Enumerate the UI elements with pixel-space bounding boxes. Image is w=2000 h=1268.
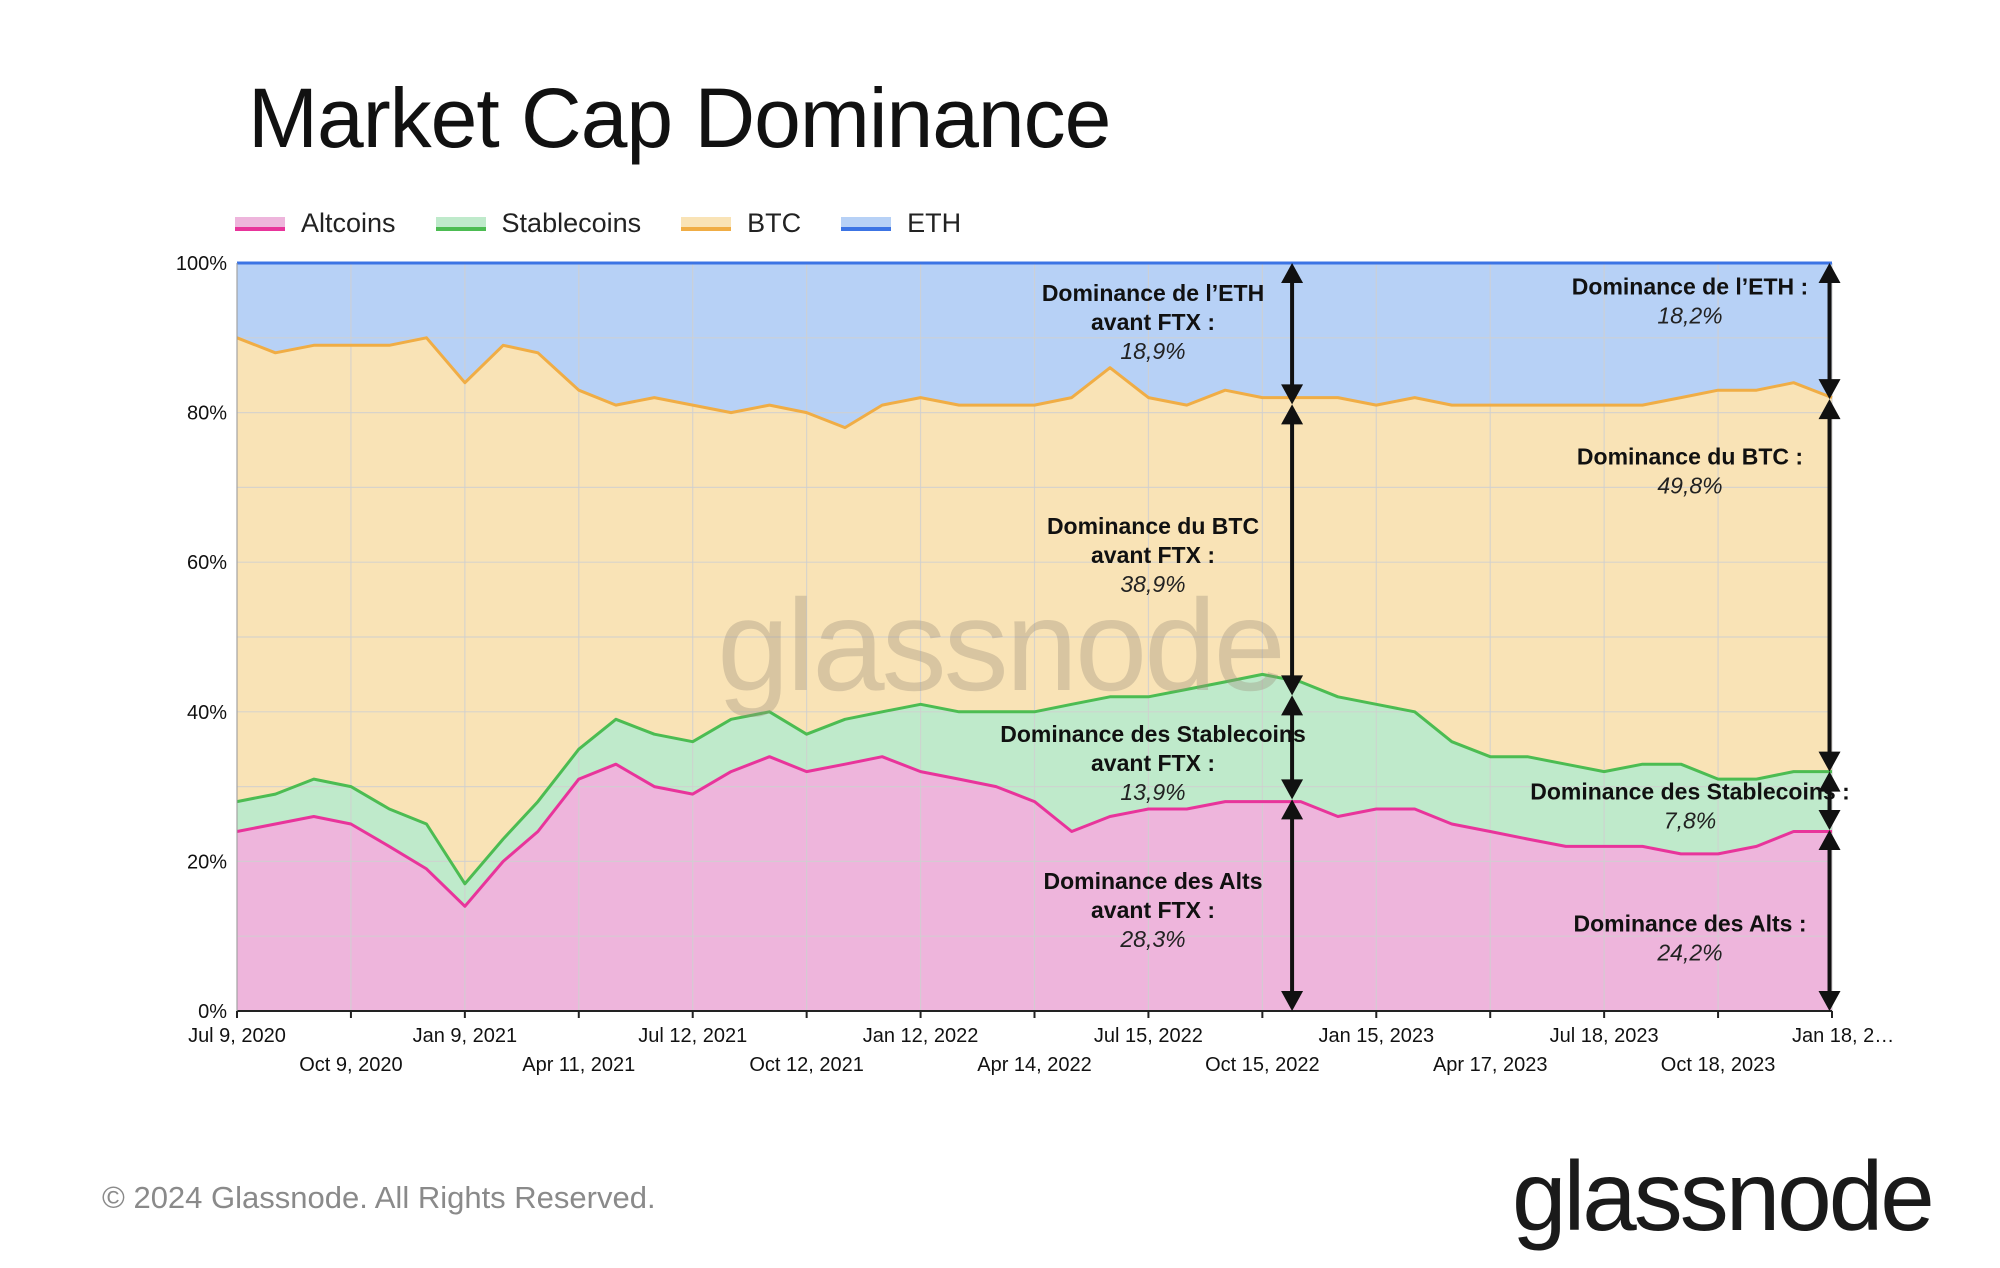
x-tick-label: Apr 17, 2023 <box>1433 1054 1548 1076</box>
annotation-label: Dominance de l’ETH <box>1042 280 1264 306</box>
y-tick-label: 0% <box>198 1001 227 1023</box>
x-tick-label: Jul 15, 2022 <box>1094 1025 1203 1047</box>
y-tick-label: 80% <box>187 403 227 425</box>
altcoins-line <box>236 755 1832 908</box>
x-tick-label: Jan 18, 2… <box>1792 1025 1894 1047</box>
x-tick-label: Oct 18, 2023 <box>1661 1054 1776 1076</box>
y-tick-label: 100% <box>176 253 227 275</box>
annotation-value: 38,9% <box>1120 571 1185 597</box>
legend-item-stablecoins[interactable]: Stablecoins <box>435 208 642 239</box>
arrow-head-down <box>1281 675 1304 696</box>
legend-label-btc: BTC <box>747 208 802 238</box>
annotation-value: 7,8% <box>1664 808 1716 834</box>
arrow-head-down <box>1818 809 1841 830</box>
arrow-head-up <box>1818 263 1841 283</box>
x-tick-label: Jan 9, 2021 <box>413 1025 518 1047</box>
arrow-head-up <box>1281 404 1304 425</box>
annotation-value: 13,9% <box>1120 779 1185 805</box>
arrow-head-up <box>1818 829 1841 850</box>
x-tick-label: Apr 14, 2022 <box>977 1054 1092 1076</box>
line-layer <box>236 261 1833 908</box>
legend-swatch-eth <box>841 216 892 231</box>
arrow-stable-now <box>1818 771 1841 830</box>
x-tick-label: Jan 12, 2022 <box>863 1025 979 1047</box>
legend-swatch-btc <box>681 216 732 231</box>
legend-item-eth[interactable]: ETH <box>841 208 961 239</box>
legend-label-altcoins: Altcoins <box>301 208 396 238</box>
watermark-text: glassnode <box>717 572 1283 718</box>
arrow-head-down <box>1818 379 1841 400</box>
x-tick-label: Jul 18, 2023 <box>1550 1025 1659 1047</box>
legend-label-stablecoins: Stablecoins <box>501 208 642 238</box>
annotation-label: avant FTX : <box>1091 750 1215 776</box>
legend-swatch-altcoins <box>235 216 285 231</box>
annotation-value: 28,3% <box>1119 926 1185 952</box>
annotation-value: 49,8% <box>1657 473 1722 499</box>
annotation-label: avant FTX : <box>1091 309 1215 335</box>
annotation-value: 18,9% <box>1120 338 1185 364</box>
btc-line <box>236 336 1833 430</box>
glassnode-logo: glassnode <box>1512 1141 1935 1251</box>
arrow-eth-before-ftx <box>1281 263 1304 405</box>
annotation-label: Dominance du BTC : <box>1577 444 1803 470</box>
x-tick-label: Oct 9, 2020 <box>299 1054 402 1076</box>
arrow-head-down <box>1281 991 1304 1011</box>
axes-layer: 0% 20% 40% 60% 80% 100% Jul 9, 2020 Jan 9, 2021… <box>176 253 1894 1076</box>
arrow-head-down <box>1818 751 1841 772</box>
legend-item-btc[interactable]: BTC <box>681 208 801 239</box>
arrow-alts-now <box>1818 829 1841 1011</box>
arrow-head-up <box>1281 799 1304 820</box>
arrow-eth-now <box>1818 263 1841 400</box>
y-tick-label: 60% <box>187 552 227 574</box>
arrow-btc-now <box>1818 399 1841 772</box>
arrow-head-up <box>1818 399 1841 420</box>
y-tick-label: 40% <box>187 702 227 724</box>
x-tick-label: Apr 11, 2021 <box>522 1054 635 1076</box>
annotation-label: Dominance des Alts <box>1044 868 1263 894</box>
arrow-alts-before-ftx <box>1281 799 1304 1011</box>
annotation-label: Dominance du BTC <box>1047 513 1259 539</box>
annotation-layer: Dominance de l’ETH avant FTX : 18,9% Domina… <box>1000 263 1850 1011</box>
arrow-head-up <box>1281 263 1304 283</box>
annotation-label: Dominance des Stablecoins : <box>1530 779 1850 805</box>
arrow-stable-before-ftx <box>1281 695 1304 800</box>
legend-label-eth: ETH <box>907 208 962 238</box>
annotation-label: Dominance des Alts : <box>1573 911 1806 937</box>
x-tick-label: Oct 15, 2022 <box>1205 1054 1320 1076</box>
legend-swatch-stablecoins <box>435 216 486 231</box>
copyright-text: © 2024 Glassnode. All Rights Reserved. <box>102 1180 656 1215</box>
annotation-value: 18,2% <box>1657 303 1722 329</box>
arrow-head-down <box>1281 384 1304 405</box>
arrow-btc-before-ftx <box>1281 404 1304 696</box>
legend-item-altcoins[interactable]: Altcoins <box>235 208 396 239</box>
annotation-label: Dominance des Stablecoins <box>1000 721 1305 747</box>
x-tick-label: Jul 12, 2021 <box>638 1025 747 1047</box>
x-tick-label: Jul 9, 2020 <box>188 1025 286 1047</box>
annotation-value: 24,2% <box>1656 940 1722 966</box>
annotation-label: avant FTX : <box>1091 897 1215 923</box>
stablecoins-line <box>236 672 1832 886</box>
chart-legend: Altcoins Stablecoins BTC ETH <box>235 208 961 239</box>
arrow-head-up <box>1818 771 1841 792</box>
annotation-label: Dominance de l’ETH : <box>1572 274 1808 300</box>
x-tick-label: Oct 12, 2021 <box>749 1054 864 1076</box>
x-tick-label: Jan 15, 2023 <box>1318 1025 1434 1047</box>
chart-title: Market Cap Dominance <box>248 71 1111 165</box>
arrow-head-down <box>1818 991 1841 1011</box>
annotation-label: avant FTX : <box>1091 542 1215 568</box>
arrow-head-down <box>1281 779 1304 800</box>
arrow-head-up <box>1281 695 1304 716</box>
y-tick-label: 20% <box>187 851 227 873</box>
